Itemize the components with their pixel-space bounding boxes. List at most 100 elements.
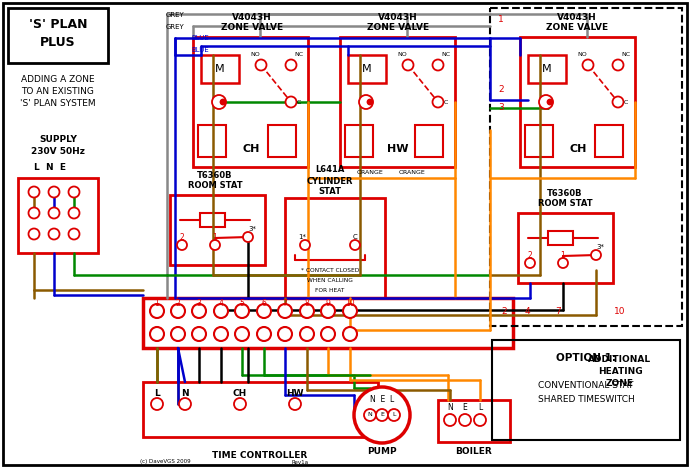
Text: 2: 2 — [501, 307, 507, 316]
Text: N: N — [181, 389, 189, 398]
Text: NO: NO — [250, 52, 260, 58]
Text: ORANGE: ORANGE — [399, 169, 425, 175]
Circle shape — [150, 304, 164, 318]
Text: ADDING A ZONE: ADDING A ZONE — [21, 75, 95, 85]
Text: ZONE: ZONE — [606, 380, 634, 388]
Bar — [348, 55, 386, 83]
Circle shape — [547, 100, 553, 104]
Bar — [525, 125, 553, 157]
Text: ADDITIONAL: ADDITIONAL — [589, 356, 651, 365]
Text: 6: 6 — [262, 299, 266, 307]
Text: ROOM STAT: ROOM STAT — [188, 182, 242, 190]
Bar — [143, 382, 378, 437]
Circle shape — [192, 304, 206, 318]
Text: CONVENTIONAL STAT: CONVENTIONAL STAT — [538, 380, 633, 389]
Circle shape — [28, 187, 39, 197]
Circle shape — [300, 240, 310, 250]
Circle shape — [539, 95, 553, 109]
Bar — [193, 37, 308, 167]
Text: 2: 2 — [498, 86, 504, 95]
Circle shape — [613, 96, 624, 108]
Bar — [201, 55, 239, 83]
Text: 'S' PLAN SYSTEM: 'S' PLAN SYSTEM — [20, 100, 96, 109]
Circle shape — [582, 59, 593, 71]
Text: V4043H: V4043H — [378, 14, 418, 22]
Circle shape — [368, 100, 373, 104]
Circle shape — [433, 59, 444, 71]
Bar — [18, 178, 98, 253]
Text: L  N  E: L N E — [34, 163, 66, 173]
Circle shape — [28, 207, 39, 219]
Circle shape — [221, 100, 226, 104]
Text: ZONE VALVE: ZONE VALVE — [221, 23, 283, 32]
Bar — [518, 213, 613, 283]
Bar — [415, 125, 443, 157]
Circle shape — [343, 327, 357, 341]
Text: PLUS: PLUS — [40, 36, 76, 49]
Text: M: M — [215, 64, 225, 74]
Circle shape — [289, 398, 301, 410]
Text: C: C — [444, 100, 448, 104]
Text: C: C — [297, 100, 302, 104]
Text: * CONTACT CLOSED: * CONTACT CLOSED — [301, 268, 359, 272]
Text: L: L — [392, 412, 396, 417]
Text: GREY: GREY — [166, 12, 184, 18]
Text: NC: NC — [442, 52, 451, 58]
Text: M: M — [362, 64, 372, 74]
Text: 3*: 3* — [248, 226, 256, 232]
Text: L: L — [154, 389, 160, 398]
Text: 1: 1 — [213, 233, 217, 241]
Text: 3*: 3* — [596, 244, 604, 250]
Circle shape — [474, 414, 486, 426]
Text: L: L — [478, 403, 482, 412]
Circle shape — [300, 304, 314, 318]
Circle shape — [558, 258, 568, 268]
Circle shape — [343, 304, 357, 318]
Circle shape — [48, 187, 59, 197]
Text: 10: 10 — [345, 299, 355, 307]
Circle shape — [255, 59, 266, 71]
Text: HW: HW — [286, 389, 304, 398]
Circle shape — [433, 96, 444, 108]
Text: WHEN CALLING: WHEN CALLING — [307, 278, 353, 283]
Circle shape — [613, 59, 624, 71]
Bar — [340, 37, 455, 167]
Text: TO AN EXISTING: TO AN EXISTING — [21, 88, 95, 96]
Text: CH: CH — [242, 144, 259, 154]
Bar — [198, 125, 226, 157]
Circle shape — [321, 327, 335, 341]
Bar — [520, 37, 635, 167]
Text: 4: 4 — [219, 299, 224, 307]
Bar — [8, 8, 108, 63]
Circle shape — [234, 398, 246, 410]
Bar — [143, 298, 513, 348]
Text: 2: 2 — [528, 250, 533, 259]
Text: HW: HW — [387, 144, 408, 154]
Text: E: E — [462, 403, 467, 412]
Circle shape — [321, 304, 335, 318]
Circle shape — [214, 304, 228, 318]
Text: CYLINDER: CYLINDER — [307, 176, 353, 185]
Circle shape — [402, 59, 413, 71]
Text: 7: 7 — [283, 299, 288, 307]
Circle shape — [257, 304, 271, 318]
Bar — [200, 213, 225, 227]
Text: 9: 9 — [326, 299, 331, 307]
Text: BLUE: BLUE — [191, 35, 209, 41]
Text: NO: NO — [397, 52, 407, 58]
Circle shape — [68, 187, 79, 197]
Text: N: N — [447, 403, 453, 412]
Text: N  E  L: N E L — [370, 395, 394, 403]
Circle shape — [150, 327, 164, 341]
Circle shape — [278, 304, 292, 318]
Bar — [528, 55, 566, 83]
Bar — [438, 400, 510, 442]
Text: SUPPLY: SUPPLY — [39, 136, 77, 145]
Text: PUMP: PUMP — [367, 447, 397, 456]
Circle shape — [210, 240, 220, 250]
Circle shape — [388, 409, 400, 421]
Circle shape — [68, 228, 79, 240]
Text: N: N — [368, 412, 373, 417]
Bar — [595, 125, 623, 157]
Circle shape — [444, 414, 456, 426]
